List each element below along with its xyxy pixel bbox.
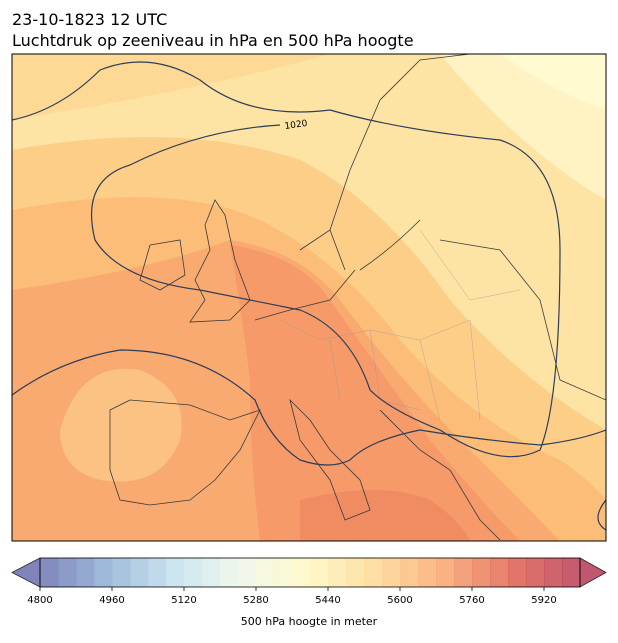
colorbar-segment (292, 558, 311, 587)
colorbar-tick-label: 5600 (387, 595, 412, 606)
colorbar-extend-low (11, 557, 41, 588)
coastline (109, 269, 356, 506)
colorbar-segment (544, 558, 563, 587)
isobar-label: 1020 (284, 119, 308, 132)
colorbar-segment (76, 558, 95, 587)
map: 1020 (12, 54, 606, 541)
colorbar-tick-label: 5760 (459, 595, 484, 606)
colorbar-segment (508, 558, 527, 587)
date-title: 23-10-1823 12 UTC (12, 10, 167, 29)
colorbar-segment (40, 558, 59, 587)
colorbar-segment (562, 558, 581, 587)
colorbar-segment (310, 558, 329, 587)
colorbar-segment (184, 558, 203, 587)
colorbar-segment (346, 558, 365, 587)
colorbar-segment (94, 558, 113, 587)
colorbar-segment (328, 558, 347, 587)
colorbar-segment (166, 558, 185, 587)
isobar (12, 349, 606, 466)
isobar (597, 499, 606, 531)
colorbar-tick-label: 4800 (27, 595, 52, 606)
colorbar-segment (220, 558, 239, 587)
colorbar-segment (274, 558, 293, 587)
coastline (439, 239, 606, 401)
map-frame (11, 53, 607, 542)
colorbar-frame (39, 557, 581, 588)
colorbar-tick-label: 4960 (99, 595, 124, 606)
colorbar-tick-label: 5120 (171, 595, 196, 606)
colorbar-segment (526, 558, 545, 587)
colorbar-label: 500 hPa hoogte in meter (241, 615, 378, 628)
colorbar-segment (238, 558, 257, 587)
colorbar-segment (130, 558, 149, 587)
colorbar-tick-label: 5440 (315, 595, 340, 606)
colorbar-segment (202, 558, 221, 587)
colorbar-segment (148, 558, 167, 587)
coastline (289, 398, 501, 541)
map-title: Luchtdruk op zeeniveau in hPa en 500 hPa… (12, 31, 414, 50)
colorbar-extend-high (579, 557, 607, 588)
colorbar-segment (454, 558, 473, 587)
colorbar-tick-label: 5280 (243, 595, 268, 606)
colorbar-tick-label: 5920 (531, 595, 556, 606)
coastline (139, 239, 186, 291)
colorbar-segment (58, 558, 77, 587)
colorbar-segment (382, 558, 401, 587)
colorbar-segment (364, 558, 383, 587)
colorbar-segment (112, 558, 131, 587)
colorbar-segment (472, 558, 491, 587)
colorbar-segment (418, 558, 437, 587)
border (279, 229, 521, 421)
coastline (299, 54, 471, 271)
isobar (12, 61, 561, 458)
colorbar-segment (256, 558, 275, 587)
colorbar: 4800 4960 5120 5280 5440 5600 5760 5920 (11, 557, 607, 606)
colorbar-segment (400, 558, 419, 587)
colorbar-segment (436, 558, 455, 587)
colorbar-segment (490, 558, 509, 587)
coastline (189, 199, 251, 323)
